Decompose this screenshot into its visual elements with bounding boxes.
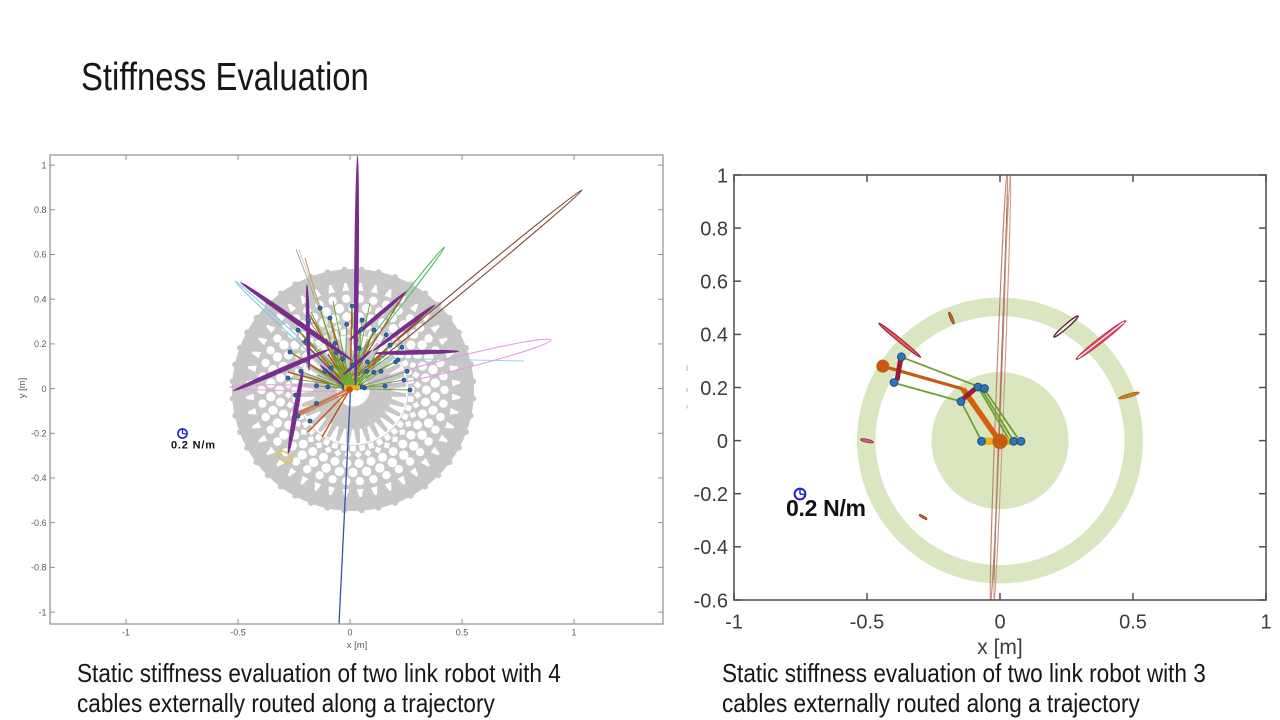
svg-text:0.6: 0.6 [700, 272, 728, 294]
svg-text:0: 0 [994, 612, 1005, 634]
svg-text:-1: -1 [725, 612, 743, 634]
svg-text:1: 1 [41, 160, 46, 170]
svg-text:y [m]: y [m] [17, 378, 28, 399]
svg-text:0.2 N/m: 0.2 N/m [786, 495, 866, 521]
svg-text:x [m]: x [m] [347, 640, 368, 651]
svg-text:0.4: 0.4 [700, 325, 728, 347]
svg-text:0.8: 0.8 [700, 218, 728, 240]
svg-text:-1: -1 [122, 628, 130, 638]
svg-text:0.2 N/m: 0.2 N/m [171, 440, 215, 452]
svg-text:-0.2: -0.2 [31, 429, 47, 439]
svg-text:0.2: 0.2 [34, 339, 47, 349]
svg-text:1: 1 [717, 165, 728, 187]
svg-text:0: 0 [717, 431, 728, 453]
svg-text:0.4: 0.4 [34, 294, 47, 304]
svg-text:-1: -1 [38, 607, 46, 617]
svg-text:0.8: 0.8 [34, 205, 47, 215]
svg-text:-0.4: -0.4 [694, 537, 728, 559]
svg-text:-0.2: -0.2 [694, 484, 728, 506]
svg-text:0.6: 0.6 [34, 250, 47, 260]
svg-text:-0.6: -0.6 [694, 590, 728, 612]
svg-text:0.5: 0.5 [456, 628, 469, 638]
svg-text:1: 1 [1260, 612, 1271, 634]
svg-text:-0.4: -0.4 [31, 473, 47, 483]
svg-text:1: 1 [571, 628, 576, 638]
svg-text:0.2: 0.2 [700, 378, 728, 400]
svg-text:0: 0 [41, 384, 46, 394]
svg-text:-0.5: -0.5 [850, 612, 884, 634]
svg-text:x [m]: x [m] [977, 636, 1023, 659]
svg-text:-0.5: -0.5 [230, 628, 246, 638]
svg-text:-0.8: -0.8 [31, 563, 47, 573]
svg-text:0: 0 [347, 628, 352, 638]
svg-text:-0.6: -0.6 [31, 518, 47, 528]
svg-text:0.5: 0.5 [1119, 612, 1147, 634]
